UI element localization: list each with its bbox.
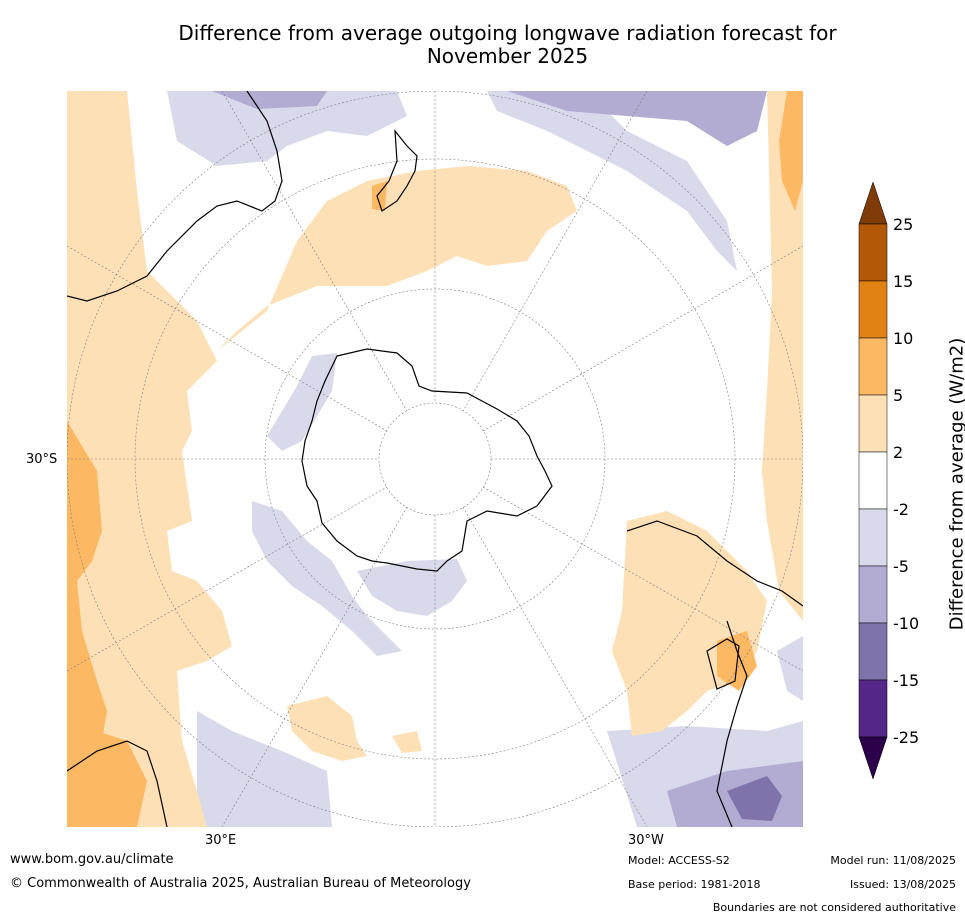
graticule bbox=[67, 91, 803, 827]
colorbar-arrow-top bbox=[858, 182, 888, 225]
colorbar-band-m2-m5 bbox=[858, 508, 888, 567]
colorbar-tick: 10 bbox=[893, 329, 914, 348]
title-line-1: Difference from average outgoing longwav… bbox=[178, 21, 837, 45]
colorbar-band-neutral bbox=[858, 451, 888, 510]
model-text: Model: ACCESS-S2 bbox=[628, 854, 730, 867]
colorbar-band-10-15 bbox=[858, 280, 888, 339]
colorbar-band-m10-m15 bbox=[858, 622, 888, 681]
africa-outline bbox=[716, 620, 748, 827]
colorbar-band-m5-m10 bbox=[858, 565, 888, 624]
title-line-2: November 2025 bbox=[426, 44, 589, 68]
colorbar-arrow-bottom bbox=[858, 736, 888, 780]
colorbar-tick: 5 bbox=[893, 386, 904, 405]
colorbar-band-15-25 bbox=[858, 223, 888, 282]
colorbar-band-m15-m25 bbox=[858, 679, 888, 738]
colorbar-tick: -10 bbox=[893, 614, 920, 633]
antarctica-outline bbox=[301, 348, 553, 572]
model-run-text: Model run: 11/08/2025 bbox=[830, 854, 956, 867]
southern-coast-outline bbox=[67, 740, 168, 827]
polar-map bbox=[67, 91, 803, 827]
colorbar bbox=[858, 182, 888, 780]
new-zealand-outline bbox=[376, 129, 418, 212]
madagascar-outline bbox=[706, 638, 740, 690]
colorbar-band-2-5 bbox=[858, 394, 888, 453]
south-america-outline bbox=[626, 520, 803, 607]
lat-label-30s: 30°S bbox=[26, 452, 58, 467]
colorbar-tick: -25 bbox=[893, 728, 920, 747]
colorbar-tick: 2 bbox=[893, 443, 904, 462]
issued-text: Issued: 13/08/2025 bbox=[849, 878, 956, 891]
colorbar-tick: 15 bbox=[893, 272, 914, 291]
colorbar-band-5-10 bbox=[858, 337, 888, 396]
colorbar-tick: 25 bbox=[893, 215, 914, 234]
colorbar-tick: -5 bbox=[893, 557, 909, 576]
copyright-text: © Commonwealth of Australia 2025, Austra… bbox=[10, 876, 471, 891]
lon-label-30e: 30°E bbox=[205, 833, 237, 848]
colorbar-tick: -2 bbox=[893, 500, 909, 519]
colorbar-label: Difference from average (W/m2) bbox=[946, 337, 965, 631]
map-title: Difference from average outgoing longwav… bbox=[150, 22, 865, 68]
lon-label-30w: 30°W bbox=[628, 833, 664, 848]
colorbar-tick: -15 bbox=[893, 671, 920, 690]
base-period-text: Base period: 1981-2018 bbox=[628, 878, 761, 891]
anomaly-light-orange bbox=[67, 91, 803, 827]
australia-outline bbox=[67, 91, 283, 302]
anomaly-dark-purple bbox=[727, 776, 782, 821]
disclaimer-text: Boundaries are not considered authoritat… bbox=[712, 901, 956, 914]
map-canvas bbox=[67, 91, 803, 827]
website-link[interactable]: www.bom.gov.au/climate bbox=[10, 852, 174, 867]
